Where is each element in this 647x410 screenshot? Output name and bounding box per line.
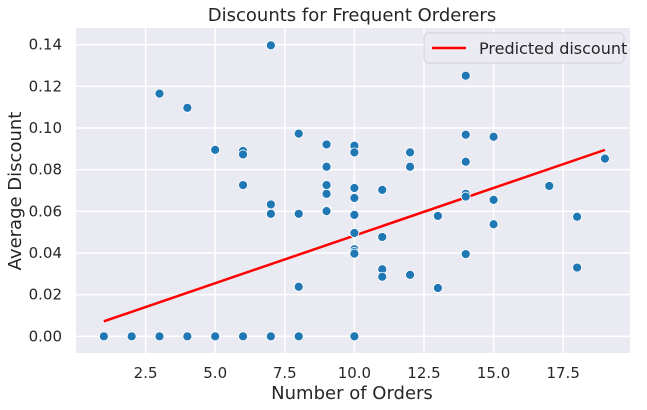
- y-axis-label: Average Discount: [5, 112, 26, 271]
- data-point: [349, 193, 360, 203]
- data-point: [321, 206, 332, 217]
- x-tick-label: 15.0: [477, 364, 510, 382]
- data-point: [321, 180, 332, 190]
- data-point: [377, 271, 388, 282]
- x-tick-label: 2.5: [134, 364, 158, 382]
- x-tick-label: 10.0: [338, 364, 371, 382]
- data-point: [293, 128, 304, 139]
- data-point: [265, 199, 276, 210]
- data-point: [349, 147, 360, 158]
- data-point: [405, 269, 415, 280]
- data-point: [349, 209, 360, 220]
- y-tick-label: 0.02: [29, 286, 62, 304]
- data-point: [238, 331, 248, 342]
- x-tick-label: 7.5: [273, 364, 297, 382]
- x-tick-labels: 2.5 5.0 7.5 10.0 12.5 15.0 17.5: [134, 364, 580, 382]
- data-point: [182, 331, 193, 342]
- data-point: [544, 181, 555, 191]
- data-point: [182, 102, 193, 113]
- data-point: [293, 281, 304, 292]
- data-point: [488, 219, 499, 230]
- data-point: [433, 283, 443, 293]
- data-point: [460, 70, 471, 81]
- data-point: [321, 161, 332, 172]
- data-point: [238, 180, 248, 190]
- legend-box: [423, 32, 625, 64]
- y-tick-label: 0.00: [29, 327, 62, 345]
- y-tick-label: 0.04: [29, 244, 62, 262]
- data-point: [349, 183, 360, 193]
- data-point: [293, 208, 304, 219]
- data-point: [460, 156, 471, 167]
- chart-title: Discounts for Frequent Orderers: [208, 5, 496, 26]
- data-point: [210, 331, 221, 342]
- x-tick-label: 17.5: [546, 364, 579, 382]
- legend-label: Predicted discount: [479, 39, 627, 58]
- data-point: [488, 131, 499, 142]
- data-point: [265, 40, 276, 51]
- data-point: [293, 331, 304, 342]
- data-point: [405, 147, 415, 158]
- data-point: [98, 331, 109, 342]
- data-point: [265, 208, 276, 219]
- data-point: [210, 144, 221, 155]
- x-tick-label: 12.5: [407, 364, 440, 382]
- y-tick-label: 0.14: [29, 36, 62, 54]
- data-point: [349, 331, 360, 342]
- y-tick-label: 0.06: [29, 202, 62, 220]
- x-tick-label: 5.0: [203, 364, 227, 382]
- data-point: [238, 149, 248, 160]
- data-point: [460, 129, 471, 140]
- y-tick-label: 0.08: [29, 161, 62, 179]
- y-tick-label: 0.12: [29, 77, 62, 95]
- data-point: [488, 194, 499, 205]
- data-point: [349, 228, 360, 238]
- data-point: [460, 191, 471, 202]
- data-point: [154, 88, 165, 99]
- data-point: [600, 153, 610, 164]
- y-tick-label: 0.10: [29, 119, 62, 137]
- data-point: [405, 161, 415, 172]
- data-points: [98, 40, 610, 342]
- data-point: [460, 249, 471, 259]
- data-point: [572, 262, 583, 273]
- data-point: [154, 331, 165, 342]
- data-point: [377, 232, 388, 242]
- data-point: [321, 139, 332, 150]
- y-tick-labels: 0.00 0.02 0.04 0.06 0.08 0.10 0.12 0.14: [29, 36, 62, 346]
- x-axis-label: Number of Orders: [271, 383, 433, 404]
- data-point: [349, 248, 360, 259]
- data-point: [321, 188, 332, 199]
- data-point: [265, 331, 276, 342]
- legend: Predicted discount: [423, 32, 627, 64]
- data-point: [126, 331, 137, 342]
- data-point: [572, 211, 583, 222]
- data-point: [377, 184, 388, 195]
- data-point: [433, 211, 443, 221]
